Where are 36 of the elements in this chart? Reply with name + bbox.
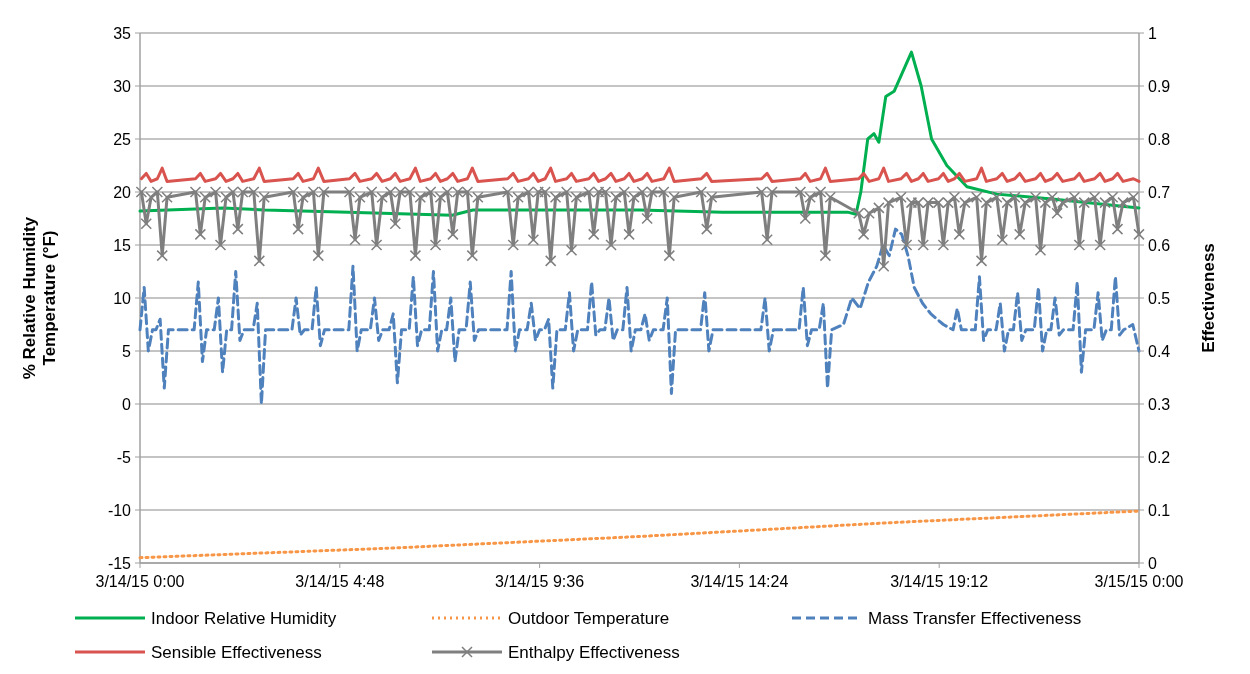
x-tick-label: 3/14/15 0:00 bbox=[95, 573, 185, 590]
y2-tick-label: 0.3 bbox=[1148, 395, 1171, 413]
legend-label: Outdoor Temperature bbox=[508, 608, 670, 628]
y2-tick-label: 0.9 bbox=[1148, 77, 1171, 95]
y-tick-label: 35 bbox=[113, 24, 132, 42]
legend-label: Enthalpy Effectiveness bbox=[508, 642, 680, 662]
y2-tick-label: 0.8 bbox=[1148, 130, 1171, 148]
y2-tick-label: 0.7 bbox=[1148, 183, 1171, 201]
legend-label: Sensible Effectiveness bbox=[151, 642, 322, 662]
y2-tick-label: 0.1 bbox=[1148, 501, 1171, 519]
y-tick-label: -10 bbox=[107, 501, 132, 519]
legend-label: Indoor Relative Humidity bbox=[151, 608, 337, 628]
y2-tick-label: 0.2 bbox=[1148, 448, 1171, 466]
y-tick-label: -15 bbox=[107, 554, 132, 572]
y-tick-label: 5 bbox=[122, 342, 132, 360]
legend-label: Mass Transfer Effectiveness bbox=[868, 608, 1082, 628]
line-series bbox=[138, 509, 1141, 560]
y2-tick-label: 0.5 bbox=[1148, 289, 1171, 307]
y-tick-label: 20 bbox=[113, 183, 132, 201]
y2-axis-title: Effectiveness bbox=[1199, 243, 1218, 353]
x-tick-label: 3/14/15 4:48 bbox=[295, 573, 385, 590]
y-tick-label: -5 bbox=[116, 448, 132, 466]
x-tick-label: 3/14/15 19:12 bbox=[890, 573, 989, 590]
y2-tick-label: 0.6 bbox=[1148, 236, 1171, 254]
y-tick-label: 0 bbox=[122, 395, 132, 413]
x-tick-label: 3/14/15 14:24 bbox=[690, 573, 789, 590]
y-tick-label: 30 bbox=[113, 77, 132, 95]
y2-tick-label: 0 bbox=[1148, 554, 1157, 572]
y-axis-title: % Relative Humidity Temperature (°F) bbox=[19, 216, 60, 380]
y-tick-label: 15 bbox=[113, 236, 132, 254]
y2-tick-label: 1 bbox=[1148, 24, 1157, 42]
y2-tick-label: 0.4 bbox=[1148, 342, 1171, 360]
y-tick-label: 25 bbox=[113, 130, 132, 148]
y-tick-label: 10 bbox=[113, 289, 132, 307]
x-tick-label: 3/14/15 9:36 bbox=[495, 573, 585, 590]
x-tick-label: 3/15/15 0:00 bbox=[1094, 573, 1184, 590]
